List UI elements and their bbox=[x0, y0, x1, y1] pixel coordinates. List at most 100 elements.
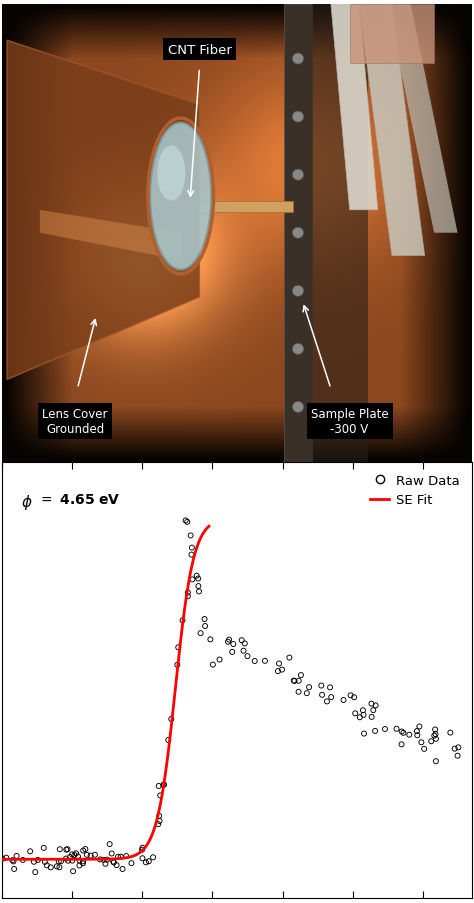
Point bbox=[225, 633, 233, 647]
Point bbox=[56, 842, 64, 857]
Point bbox=[194, 579, 202, 593]
Point bbox=[106, 837, 113, 852]
Point bbox=[368, 697, 375, 712]
Point bbox=[82, 842, 89, 856]
Polygon shape bbox=[7, 42, 200, 380]
Point bbox=[455, 740, 462, 755]
Point bbox=[351, 706, 359, 721]
Point bbox=[64, 853, 72, 868]
Point bbox=[398, 737, 405, 751]
Point bbox=[251, 654, 258, 668]
Point bbox=[447, 725, 454, 740]
Point bbox=[328, 690, 335, 704]
Ellipse shape bbox=[157, 146, 185, 201]
Point bbox=[103, 852, 111, 867]
Point bbox=[41, 855, 49, 870]
Point bbox=[368, 710, 375, 724]
Point bbox=[428, 734, 435, 749]
Point bbox=[183, 515, 191, 529]
Point bbox=[155, 817, 162, 832]
Point bbox=[30, 854, 38, 869]
Point bbox=[114, 850, 122, 864]
Point bbox=[156, 814, 164, 828]
Circle shape bbox=[292, 402, 304, 413]
Point bbox=[79, 843, 87, 858]
Point bbox=[197, 626, 204, 640]
Point bbox=[9, 853, 16, 868]
Point bbox=[400, 726, 407, 740]
Point bbox=[160, 777, 167, 792]
Point bbox=[228, 645, 236, 659]
Point bbox=[371, 724, 379, 739]
Point bbox=[156, 788, 164, 803]
Polygon shape bbox=[40, 210, 181, 261]
Text: Sample Plate
-300 V: Sample Plate -300 V bbox=[311, 407, 388, 435]
Point bbox=[194, 572, 202, 586]
Point bbox=[451, 741, 458, 756]
Point bbox=[238, 633, 246, 647]
Point bbox=[117, 850, 125, 864]
Point bbox=[9, 854, 17, 869]
Point bbox=[261, 654, 269, 668]
Point bbox=[47, 861, 55, 875]
Point bbox=[413, 724, 420, 739]
Point bbox=[184, 585, 191, 600]
Circle shape bbox=[292, 112, 304, 123]
Point bbox=[290, 674, 298, 688]
Point bbox=[209, 657, 217, 672]
Point bbox=[182, 514, 190, 528]
Point bbox=[139, 851, 146, 865]
Point bbox=[108, 846, 116, 861]
Point bbox=[66, 850, 74, 864]
Point bbox=[207, 632, 214, 647]
Point bbox=[420, 741, 428, 756]
Point bbox=[360, 708, 367, 722]
Point bbox=[138, 842, 146, 857]
Point bbox=[179, 613, 186, 628]
Point bbox=[0, 852, 6, 866]
Point bbox=[326, 680, 334, 694]
Point bbox=[224, 635, 232, 649]
Point bbox=[291, 674, 298, 688]
Point bbox=[195, 584, 203, 599]
Point bbox=[64, 842, 71, 856]
Point bbox=[201, 619, 209, 634]
Point bbox=[119, 861, 127, 876]
Point bbox=[155, 809, 163, 824]
Point bbox=[318, 678, 325, 693]
Point bbox=[432, 754, 439, 768]
Point bbox=[201, 612, 209, 627]
Point bbox=[347, 688, 355, 703]
Point bbox=[418, 735, 425, 749]
Point bbox=[398, 724, 405, 739]
Point bbox=[216, 653, 223, 667]
Point bbox=[83, 848, 91, 862]
Point bbox=[34, 852, 42, 867]
Point bbox=[413, 728, 421, 742]
Point bbox=[96, 852, 104, 867]
Point bbox=[75, 859, 83, 873]
Point bbox=[101, 857, 109, 871]
Circle shape bbox=[292, 54, 304, 65]
Point bbox=[184, 590, 191, 604]
Point bbox=[76, 853, 83, 868]
Point bbox=[139, 841, 146, 855]
Point bbox=[432, 727, 439, 741]
Point bbox=[122, 849, 130, 863]
Point bbox=[275, 656, 283, 671]
Point bbox=[160, 777, 168, 792]
Point bbox=[55, 860, 63, 874]
Ellipse shape bbox=[150, 124, 211, 270]
Point bbox=[193, 569, 201, 583]
Point bbox=[40, 841, 47, 855]
Point bbox=[128, 856, 135, 870]
Point bbox=[454, 749, 461, 763]
Bar bbox=[350, 5, 434, 64]
Circle shape bbox=[292, 344, 304, 355]
Point bbox=[100, 852, 108, 867]
Point bbox=[167, 712, 175, 726]
Point bbox=[31, 865, 39, 880]
Point bbox=[19, 852, 27, 867]
Point bbox=[174, 640, 182, 655]
Point bbox=[381, 722, 389, 737]
